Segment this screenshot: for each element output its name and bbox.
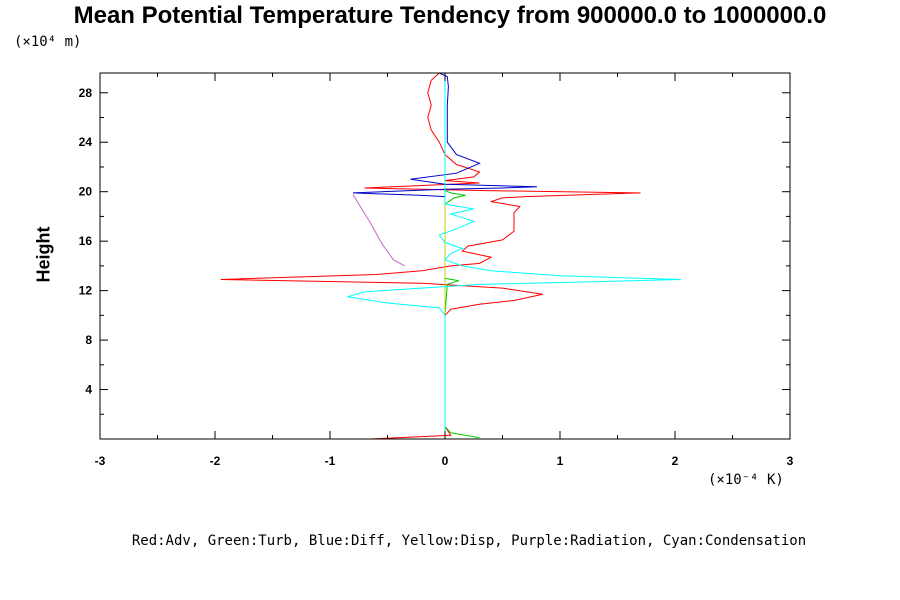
series-line-diff [352, 72, 538, 439]
x-tick-label: -1 [325, 454, 336, 468]
x-axis-unit: (×10⁻⁴ K) [708, 472, 784, 488]
y-tick-label: 8 [85, 333, 92, 347]
series-line-adv [220, 72, 641, 440]
x-tick-label: 3 [787, 454, 794, 468]
y-tick-label: 16 [79, 234, 93, 248]
y-axis-unit: (×10⁴ m) [14, 34, 82, 50]
series-line-radiation [352, 193, 406, 267]
y-tick-label: 24 [79, 135, 93, 149]
series-line-turb [444, 190, 480, 439]
legend-text: Red:Adv, Green:Turb, Blue:Diff, Yellow:D… [131, 533, 807, 549]
y-tick-label: 4 [85, 383, 92, 397]
series-line-condensation [347, 73, 681, 439]
x-tick-label: 1 [557, 454, 564, 468]
y-tick-label: 28 [79, 86, 93, 100]
x-tick-label: 2 [672, 454, 679, 468]
y-tick-label: 20 [79, 185, 93, 199]
x-tick-label: 0 [442, 454, 449, 468]
x-tick-label: -3 [95, 454, 106, 468]
y-tick-label: 12 [79, 284, 93, 298]
chart-title: Mean Potential Temperature Tendency from… [73, 2, 827, 29]
x-tick-label: -2 [210, 454, 221, 468]
